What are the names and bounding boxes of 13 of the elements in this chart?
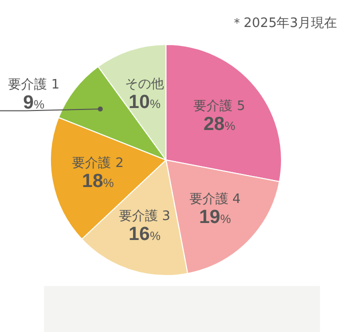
slice-label: 要介護 1 [8, 78, 60, 93]
slice-label: 要介護 3 [118, 208, 170, 224]
data-label: 28% [203, 114, 236, 135]
data-label: 19% [199, 207, 232, 228]
slice-label: 要介護 4 [189, 192, 241, 208]
text: ＊2025年3月現在 [230, 15, 337, 32]
slice-label: 要介護 5 [194, 98, 246, 114]
data-label: 16% [128, 224, 161, 245]
slice-label: その他 [125, 77, 164, 92]
data-label: 9% [23, 92, 45, 114]
data-label: 10% [128, 92, 161, 114]
data-label: 18% [82, 170, 114, 192]
slice-label: 要介護 2 [72, 156, 124, 171]
